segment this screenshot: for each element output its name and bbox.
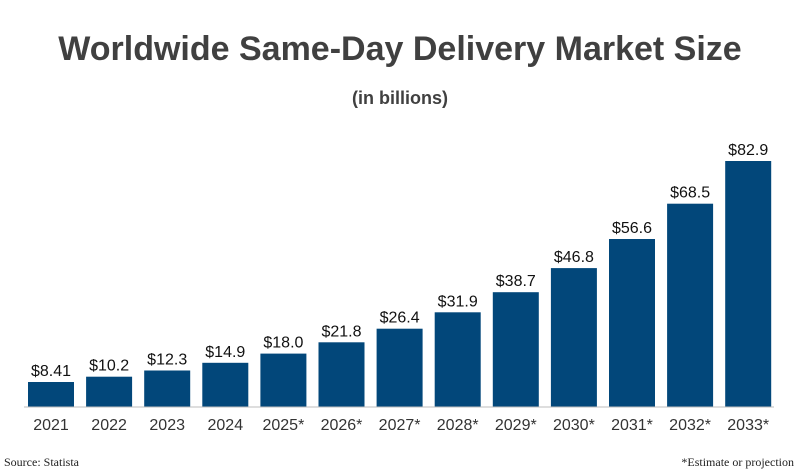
bar-2027 [376,328,423,407]
bar-2033 [725,161,772,407]
data-label: $68.5 [670,185,710,202]
data-label: $46.8 [554,249,594,266]
x-tick-label: 2026* [321,417,363,434]
bar-2024 [202,362,249,407]
data-label: $31.9 [438,293,478,310]
estimate-note: *Estimate or projection [681,455,794,469]
x-tick-label: 2023 [149,417,185,434]
bar-2031 [609,239,655,407]
data-label: $10.2 [89,358,129,375]
x-tick-label: 2027* [379,417,421,434]
chart-title: Worldwide Same-Day Delivery Market Size [58,30,742,68]
data-label: $38.7 [496,273,536,290]
bar-2030 [550,268,597,407]
x-tick-label: 2033* [727,417,769,434]
x-tick-label: 2022 [91,417,127,434]
data-label: $56.6 [612,220,652,237]
bar-2028 [434,312,481,407]
x-tick-label: 2032* [669,417,711,434]
bar-2023 [144,370,191,407]
x-tick-label: 2025* [262,417,304,434]
data-label: $26.4 [380,310,420,327]
x-tick-label: 2030* [553,417,595,434]
data-label: $21.8 [321,323,361,340]
x-tick-label: 2021 [33,417,69,434]
x-tick-label: 2029* [495,417,537,434]
bar-2026 [318,342,365,407]
x-tick-label: 2024 [208,417,244,434]
bar-2025 [260,353,307,407]
bar-2021 [28,382,74,407]
bar-2029 [492,292,539,407]
chart-subtitle: (in billions) [352,88,448,108]
bar-2032 [667,203,714,407]
data-label: $14.9 [205,344,245,361]
data-label: $18.0 [263,335,303,352]
bar-2022 [86,376,133,407]
data-label: $8.41 [31,363,71,380]
data-label: $12.3 [147,352,187,369]
x-tick-label: 2028* [437,417,479,434]
x-tick-label: 2031* [611,417,653,434]
data-label: $82.9 [728,142,768,159]
source-note: Source: Statista [4,455,79,469]
